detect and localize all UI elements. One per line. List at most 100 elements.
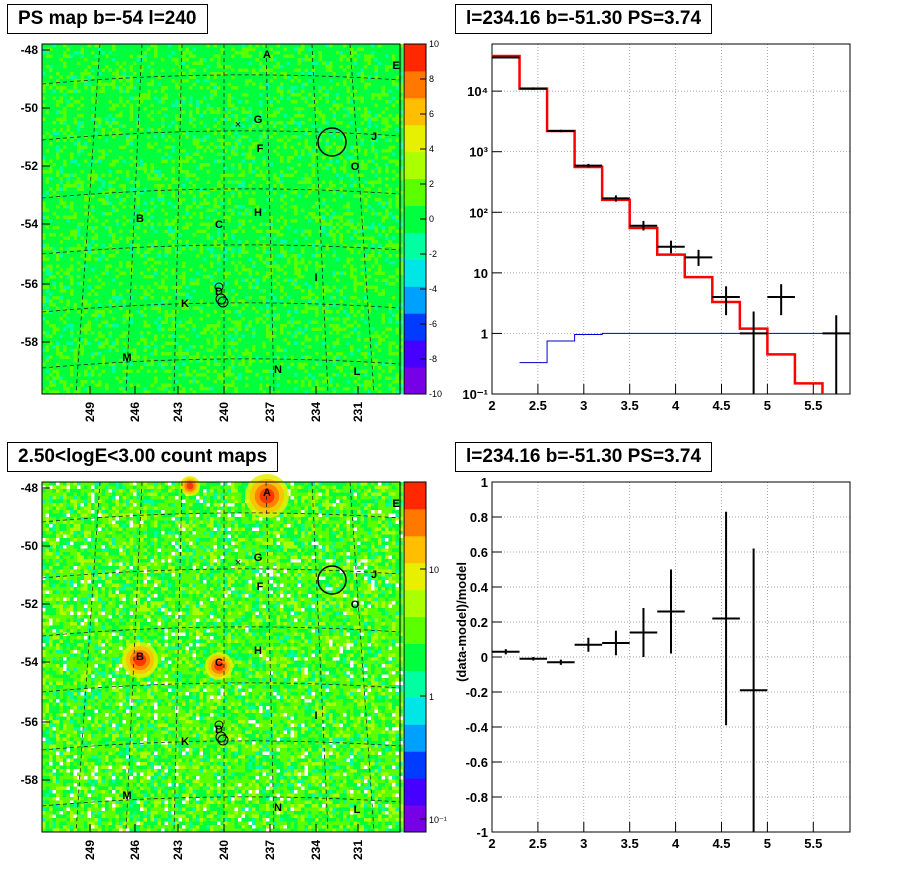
y-tick-label: -50 <box>21 101 39 115</box>
y-tick-label: -52 <box>21 159 39 173</box>
data-point <box>657 240 685 254</box>
marker-label: L <box>354 804 361 816</box>
coordinate-grid <box>41 481 401 833</box>
residual-point <box>602 630 630 656</box>
y-tick-label: -0.4 <box>466 720 489 735</box>
x-tick-label: 240 <box>217 840 231 860</box>
marker-label: F <box>257 581 264 593</box>
grid <box>492 44 850 394</box>
colorbar-tick-label: -2 <box>429 249 437 259</box>
map-pixels <box>42 44 403 395</box>
source-circle <box>214 720 224 730</box>
colorbar-tick-label: 0 <box>429 214 434 224</box>
data-point <box>519 87 548 90</box>
x-tick-label: 2.5 <box>529 836 547 851</box>
y-tick-label: -50 <box>21 539 39 553</box>
spectrum-title: l=234.16 b=-51.30 PS=3.74 <box>455 4 713 34</box>
source-circle <box>214 282 224 292</box>
source-circle <box>317 565 347 595</box>
colorbar-frame <box>403 481 427 833</box>
colorbar-tick-label: 6 <box>429 109 434 119</box>
y-tick-label: 0 <box>481 650 488 665</box>
x-tick-label: 5.5 <box>804 398 822 413</box>
residual-point <box>629 608 658 657</box>
y-tick-label: 1 <box>481 475 488 490</box>
marker-label: B <box>136 651 144 663</box>
data-point <box>739 311 768 394</box>
data-point <box>492 56 520 59</box>
x-tick-label: 237 <box>263 402 277 422</box>
x-tick-label: 231 <box>351 840 365 860</box>
y-tick-label: 0.2 <box>470 615 488 630</box>
residual-point <box>519 657 548 661</box>
residual-point <box>547 659 575 665</box>
coordinate-grid <box>41 43 401 395</box>
y-axis-label: (data-model)/model <box>454 562 469 682</box>
marker-label: C <box>215 219 223 231</box>
y-tick-label: 0.8 <box>470 510 488 525</box>
x-tick-label: 3 <box>580 398 587 413</box>
source-circle <box>317 127 347 157</box>
data-point <box>712 286 740 316</box>
colorbar-tick-label: 4 <box>429 144 434 154</box>
y-tick-label: -54 <box>21 217 39 231</box>
marker-label: O <box>351 161 360 173</box>
marker-label: N <box>274 802 282 814</box>
x-tick-label: 3.5 <box>621 398 639 413</box>
marker-label: H <box>254 645 262 657</box>
colorbar <box>404 44 426 395</box>
colorbar <box>404 482 426 833</box>
marker-label: E <box>392 60 399 72</box>
count-map-chart: 249 246 243 240 237 234 231 -48 -50 -52 -54 -56 -58 A… <box>21 474 447 860</box>
cross-marker: × <box>235 119 241 131</box>
data-point <box>547 129 575 133</box>
source-circle <box>217 296 229 308</box>
grid <box>492 482 850 832</box>
x-tick-label: 2.5 <box>529 398 547 413</box>
marker-label: O <box>351 599 360 611</box>
y-tick-label: -0.8 <box>466 790 488 805</box>
y-tick-label: -52 <box>21 597 39 611</box>
colorbar-tick-label: 2 <box>429 179 434 189</box>
map-frame <box>41 481 401 833</box>
x-tick-label: 4 <box>672 836 680 851</box>
colorbar-tick-label: 8 <box>429 74 434 84</box>
colorbar-tick-label: -6 <box>429 319 437 329</box>
y-tick-label: -48 <box>21 481 39 495</box>
y-tick-label: -48 <box>21 43 39 57</box>
x-tick-label: 4 <box>672 398 680 413</box>
marker-label: M <box>122 790 131 802</box>
x-tick-label: 246 <box>128 402 142 422</box>
x-tick-label: 2 <box>488 398 495 413</box>
x-tick-label: 3.5 <box>621 836 639 851</box>
x-tick-label: 243 <box>171 402 185 422</box>
colorbar-tick-label: 10⁻¹ <box>429 815 447 825</box>
x-tick-label: 5.5 <box>804 836 822 851</box>
x-tick-label: 249 <box>83 840 97 860</box>
data-point <box>574 163 603 168</box>
marker-label: K <box>181 736 189 748</box>
y-tick-label: -0.2 <box>466 685 488 700</box>
plot-frame <box>491 481 851 833</box>
x-tick-label: 5 <box>764 836 771 851</box>
marker-label: N <box>274 364 282 376</box>
map-frame <box>41 43 401 395</box>
residual-title: l=234.16 b=-51.30 PS=3.74 <box>455 442 713 472</box>
marker-label: I <box>314 710 317 722</box>
ps-map-title: PS map b=-54 l=240 <box>7 4 208 34</box>
x-tick-label: 5 <box>764 398 771 413</box>
colorbar-tick-label: -10 <box>429 389 442 399</box>
plot-frame <box>491 43 851 395</box>
total-model-line <box>492 54 824 394</box>
x-tick-label: 243 <box>171 840 185 860</box>
marker-label: I <box>314 272 317 284</box>
marker-label: G <box>254 114 263 126</box>
y-tick-label: 10 <box>474 266 488 281</box>
spectrum-chart: 2 2.5 3 3.5 4 4.5 5 5.5 10⁴ 10³ 10² 10 1 10⁻¹ <box>462 43 851 413</box>
y-tick-label: -56 <box>21 277 39 291</box>
data-point <box>602 195 630 202</box>
data-point <box>684 249 713 266</box>
y-tick-label: -56 <box>21 715 39 729</box>
y-tick-label: -58 <box>21 335 39 349</box>
x-tick-label: 249 <box>83 402 97 422</box>
